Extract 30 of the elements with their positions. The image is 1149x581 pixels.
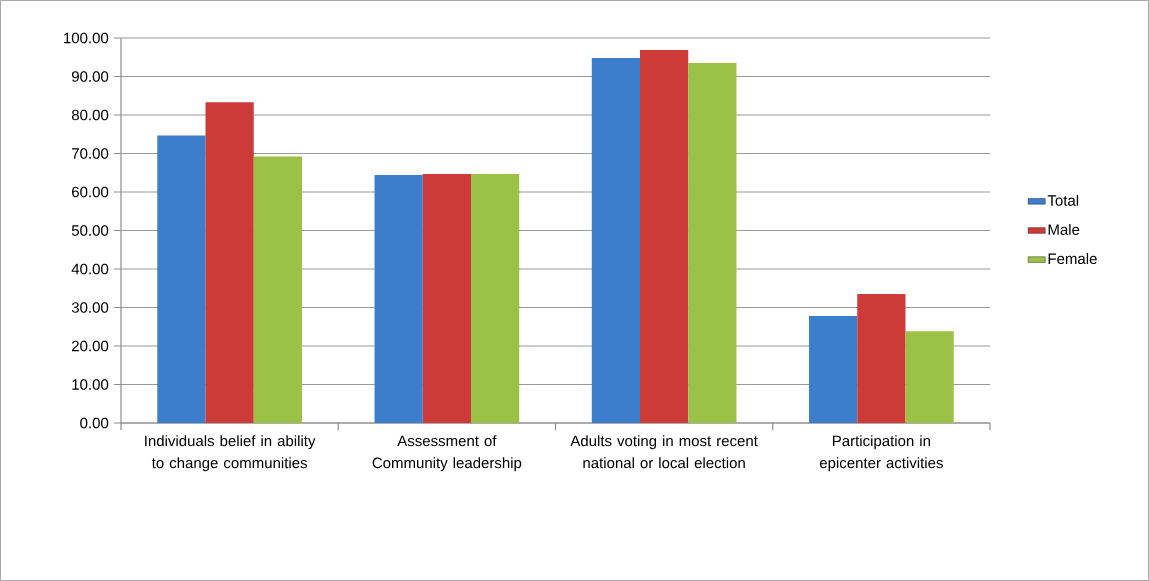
- legend-label: Total: [1047, 194, 1079, 206]
- y-tick-label: 20.00: [72, 340, 109, 352]
- y-tick-label: 10.00: [72, 379, 109, 390]
- x-tick-label: Participation in epicenter activities: [819, 435, 943, 472]
- bar: [809, 315, 858, 423]
- legend-label: Male: [1048, 223, 1080, 235]
- y-tick-label: 50.00: [71, 225, 109, 236]
- y-tick-label: 0.00: [80, 417, 109, 429]
- x-tick-label: Individuals belief in ability to change communities: [145, 435, 316, 472]
- bar: [688, 63, 737, 423]
- legend-label: Female: [1048, 253, 1097, 265]
- x-tick-label: Adults voting in most recent national or local election: [570, 435, 758, 469]
- bar: [253, 156, 302, 423]
- bar: [857, 294, 906, 423]
- y-tick-label: 60.00: [72, 186, 109, 198]
- bar: [374, 175, 423, 423]
- bar: [640, 49, 689, 423]
- bar: [205, 102, 254, 423]
- bar: [471, 173, 520, 423]
- y-tick-label: 80.00: [71, 109, 109, 121]
- bar: [422, 173, 471, 423]
- y-tick-label: 40.00: [71, 263, 109, 275]
- y-tick-label: 90.00: [71, 71, 109, 82]
- x-tick-label: Assessment of Community leadership: [372, 435, 522, 472]
- y-tick-label: 100.00: [64, 32, 109, 44]
- bar: [905, 331, 954, 423]
- bar: [157, 135, 206, 423]
- y-tick-label: 30.00: [71, 302, 109, 313]
- y-tick-label: 70.00: [72, 148, 109, 159]
- bar: [591, 58, 641, 423]
